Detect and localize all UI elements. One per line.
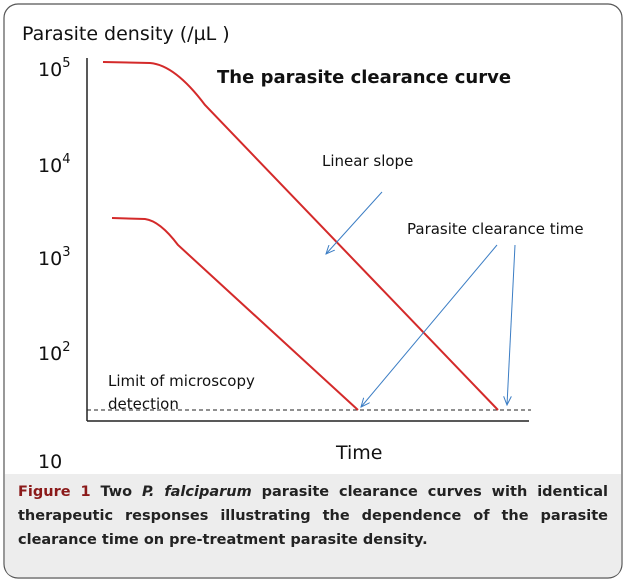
figure-title: The parasite clearance curve	[217, 67, 511, 88]
y-label-base: 10	[38, 59, 62, 81]
limit-label: Limit of microscopy	[108, 372, 255, 390]
x-axis-title: Time	[335, 442, 383, 464]
arrow	[361, 244, 498, 407]
caption-text: Two	[100, 484, 133, 500]
y-label-base: 10	[38, 155, 62, 177]
limit-label: detection	[108, 395, 179, 413]
y-label-base: 10	[38, 451, 62, 473]
arrow	[326, 191, 383, 254]
y-label: 10	[38, 451, 62, 473]
y-label-exp: 5	[62, 56, 70, 71]
y-label-base: 10	[38, 248, 62, 270]
y-label-base: 10	[38, 343, 62, 365]
y-label: 103	[38, 245, 70, 270]
caption-text: parasite clearance curves with identical…	[18, 484, 608, 548]
curve-high	[102, 61, 499, 411]
curve-low	[111, 217, 359, 411]
y-label: 102	[38, 340, 70, 365]
y-axis-title: Parasite density (/µL )	[22, 23, 230, 45]
species: P. falciparum	[142, 484, 252, 500]
caption-label: Figure 1	[18, 484, 91, 500]
y-label-exp: 3	[62, 245, 70, 260]
slope-label: Linear slope	[322, 152, 413, 170]
caption: Figure 1 Two P. falciparum parasite clea…	[18, 480, 608, 552]
y-label: 104	[38, 152, 70, 177]
caption-bg	[5, 474, 621, 577]
y-label-exp: 4	[62, 152, 70, 167]
clearance-label: Parasite clearance time	[407, 220, 584, 238]
frame	[3, 3, 623, 579]
y-label: 105	[38, 56, 70, 81]
y-label-exp: 2	[62, 340, 70, 355]
arrow	[507, 244, 516, 405]
